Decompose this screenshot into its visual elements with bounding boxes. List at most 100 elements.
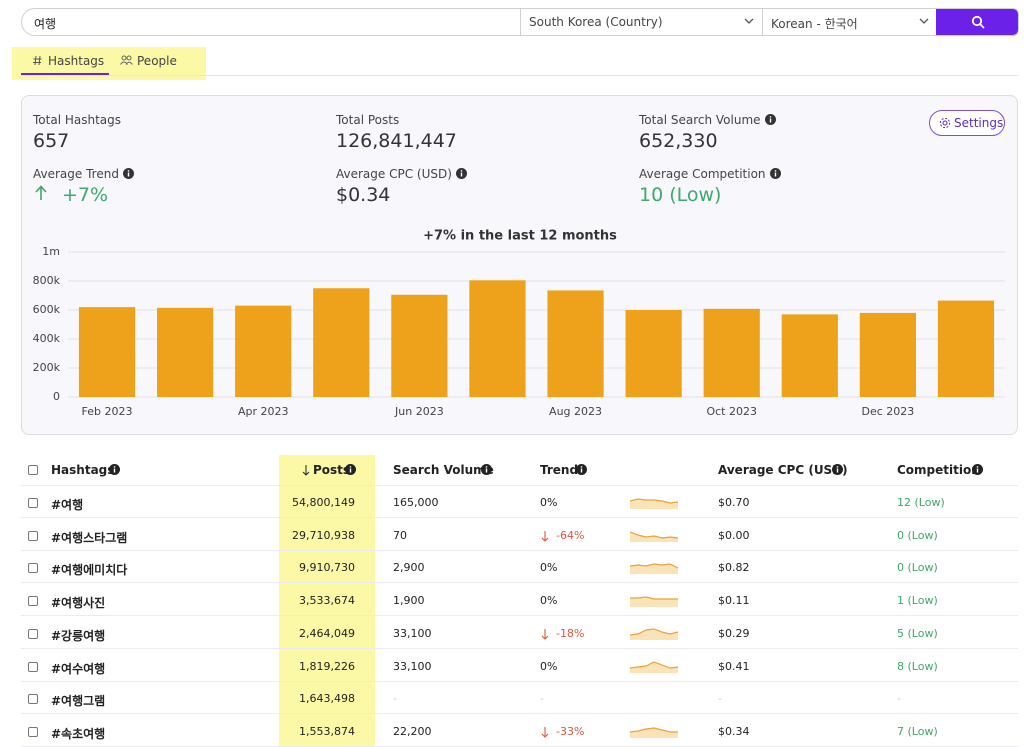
sort-arrow — [302, 465, 310, 476]
search-volume: 33,100 — [393, 626, 432, 640]
hashtag[interactable]: #강릉여행 — [51, 628, 106, 643]
hash-icon — [33, 55, 42, 66]
search-bar: 여행 South Korea (Country) Korean - 한국어 — [21, 8, 1019, 36]
trend: 0% — [540, 659, 558, 673]
country-text: South Korea (Country) — [529, 15, 663, 29]
hashtag[interactable]: #여행 — [51, 498, 84, 512]
chart: +7% in the last 12 months 0 200k 400k 600k 8… — [33, 229, 1005, 418]
trend: 0% — [540, 496, 558, 509]
checkbox[interactable] — [28, 726, 38, 737]
row-line — [21, 615, 1018, 617]
posts: 2,464,049 — [299, 626, 355, 640]
chevron — [919, 18, 929, 24]
stat-label-row: Total Search Volume — [639, 113, 776, 127]
x-tick-label: Jun 2023 — [394, 405, 444, 418]
hashtag[interactable]: #여행스타그램 — [51, 530, 128, 545]
chart-title: +7% in the last 12 months — [423, 229, 617, 244]
checkbox[interactable] — [28, 596, 38, 607]
country-select[interactable]: South Korea (Country) — [520, 9, 762, 35]
bar — [547, 290, 604, 397]
info-icon — [122, 168, 134, 179]
competition: - — [897, 692, 901, 706]
cpc: $0.82 — [718, 561, 750, 575]
checkbox[interactable] — [28, 661, 38, 672]
cpc: $0.34 — [718, 724, 750, 738]
stat-value: 652,330 — [639, 130, 718, 152]
y-tick-label: 800k — [33, 274, 61, 287]
down-arrow — [541, 628, 549, 640]
competition: 7 (Low) — [897, 724, 938, 738]
row-line — [21, 485, 1018, 486]
bar — [235, 305, 292, 397]
row-line — [21, 713, 1018, 715]
search-volume: 1,900 — [393, 594, 425, 608]
stat-label: Total Search Volume — [639, 113, 761, 127]
tab-people[interactable]: People — [137, 54, 177, 68]
posts: 1,553,874 — [299, 724, 355, 738]
search-volume: 33,100 — [393, 659, 432, 673]
bar — [859, 312, 916, 397]
settings-label: Settings — [954, 116, 1004, 130]
down-arrow — [541, 726, 549, 738]
x-tick-label: Dec 2023 — [861, 405, 914, 418]
row-line — [21, 745, 1018, 747]
checkbox[interactable] — [28, 498, 38, 508]
checkbox[interactable] — [28, 628, 38, 639]
y-tick-label: 1m — [42, 245, 60, 258]
trend: -64% — [556, 528, 585, 542]
sparkline — [630, 531, 679, 542]
stat-label-row: Average CPC (USD) — [336, 167, 467, 181]
checkbox[interactable] — [28, 563, 38, 574]
hashtag[interactable]: #여행사진 — [51, 596, 106, 611]
search-volume: 165,000 — [393, 496, 439, 509]
bar — [625, 310, 682, 397]
language-select[interactable]: Korean - 한국어 — [762, 9, 937, 35]
stat-value: $0.34 — [336, 184, 391, 206]
tab-hashtags[interactable]: Hashtags — [48, 54, 105, 68]
competition: 1 (Low) — [897, 594, 938, 608]
stat-value: 126,841,447 — [336, 130, 457, 152]
sparkline — [630, 498, 679, 509]
x-tick-label: Feb 2023 — [82, 405, 133, 418]
search-volume: 2,900 — [393, 561, 425, 575]
checkbox[interactable] — [28, 465, 38, 475]
trend: - — [540, 692, 544, 706]
sparkline — [630, 727, 678, 738]
bar — [157, 307, 214, 397]
cpc: $0.70 — [718, 496, 750, 509]
trend: 0% — [540, 561, 558, 575]
y-tick-label: 0 — [53, 390, 60, 403]
hashtag[interactable]: #속초여행 — [51, 726, 106, 741]
search-volume: 22,200 — [393, 724, 432, 738]
info-icon — [109, 464, 120, 475]
search-button[interactable] — [936, 9, 1018, 35]
column-header: Competition — [897, 463, 980, 477]
competition: 0 (Low) — [897, 528, 938, 542]
hashtag[interactable]: #여수여행 — [51, 661, 106, 676]
posts: 29,710,938 — [292, 528, 355, 542]
sparkline — [630, 596, 678, 608]
posts: 3,533,674 — [299, 594, 355, 608]
checkbox[interactable] — [28, 694, 38, 705]
cpc: $0.29 — [718, 626, 750, 640]
y-tick-label: 600k — [33, 303, 61, 316]
bar — [469, 280, 526, 397]
settings-button[interactable]: Settings — [929, 110, 1005, 136]
info-icon — [576, 464, 587, 475]
checkbox[interactable] — [28, 530, 38, 541]
trend: -33% — [556, 724, 585, 738]
column-header: Hashtags — [51, 463, 115, 477]
stat-label-row: Average Trend — [33, 167, 134, 181]
cpc: $0.11 — [718, 594, 750, 608]
row-line — [21, 647, 1018, 649]
y-tick-label: 200k — [33, 361, 61, 374]
row-line — [21, 549, 1018, 551]
search-input[interactable]: 여행 — [34, 17, 57, 31]
hashtag[interactable]: #여행그램 — [51, 694, 106, 709]
column-header[interactable]: Posts — [313, 463, 351, 477]
posts: 1,643,498 — [299, 692, 355, 706]
column-header: Trend — [540, 463, 579, 477]
stat-label: Average Trend — [33, 167, 119, 181]
hashtag[interactable]: #여행에미치다 — [51, 563, 128, 578]
trend: -18% — [556, 626, 585, 640]
